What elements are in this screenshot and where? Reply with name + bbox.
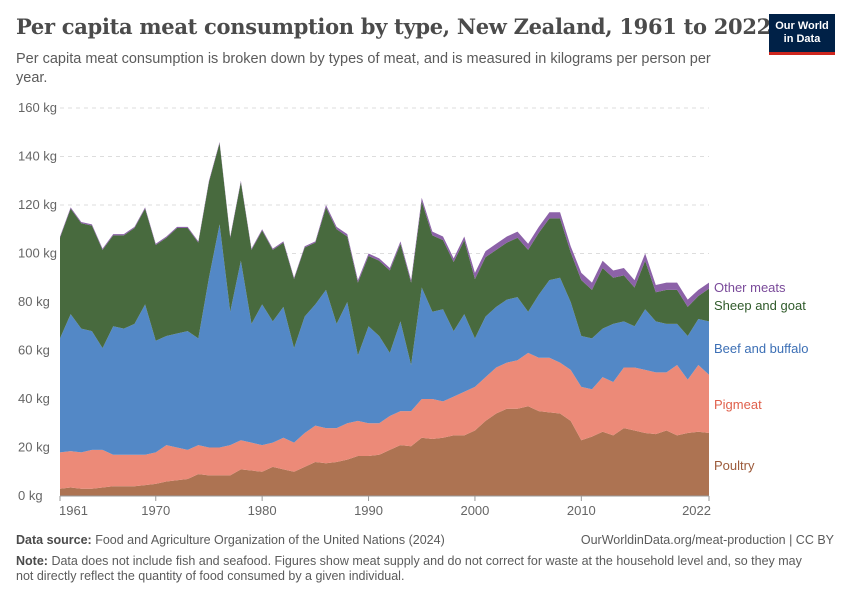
legend-label: Poultry bbox=[714, 458, 755, 473]
y-tick-label: 160 kg bbox=[18, 100, 57, 115]
x-tick-label: 1961 bbox=[59, 503, 88, 518]
note-label: Note: bbox=[16, 554, 48, 568]
chart-title: Per capita meat consumption by type, New… bbox=[16, 14, 771, 39]
y-tick-label: 0 kg bbox=[18, 488, 43, 503]
y-tick-label: 40 kg bbox=[18, 391, 50, 406]
logo-line1: Our World bbox=[775, 20, 829, 32]
note-text: Data does not include fish and seafood. … bbox=[16, 554, 802, 583]
x-tick-label: 2010 bbox=[567, 503, 596, 518]
x-tick-label: 2022 bbox=[682, 503, 711, 518]
legend-label: Other meats bbox=[714, 280, 786, 295]
y-tick-label: 80 kg bbox=[18, 294, 50, 309]
area-poultry bbox=[60, 406, 709, 496]
x-tick-label: 1990 bbox=[354, 503, 383, 518]
chart-subtitle: Per capita meat consumption is broken do… bbox=[16, 51, 711, 86]
x-tick-label: 2000 bbox=[460, 503, 489, 518]
source-text: Food and Agriculture Organization of the… bbox=[95, 533, 445, 547]
note: Note: Data does not include fish and sea… bbox=[16, 554, 806, 584]
x-tick-label: 1970 bbox=[141, 503, 170, 518]
x-tick-label: 1980 bbox=[248, 503, 277, 518]
data-source: Data source: Food and Agriculture Organi… bbox=[16, 533, 445, 547]
y-tick-label: 100 kg bbox=[18, 246, 57, 261]
owid-logo[interactable]: Our World in Data bbox=[769, 14, 835, 55]
legend-label: Sheep and goat bbox=[714, 298, 806, 313]
y-tick-label: 140 kg bbox=[18, 149, 57, 164]
source-url[interactable]: OurWorldinData.org/meat-production | CC … bbox=[580, 533, 834, 547]
y-tick-label: 60 kg bbox=[18, 343, 50, 358]
source-label: Data source: bbox=[16, 533, 92, 547]
area-sheep-and-goat bbox=[60, 143, 709, 366]
area-beef-and-buffalo bbox=[60, 224, 709, 455]
logo-line2: in Data bbox=[783, 33, 821, 45]
y-tick-label: 120 kg bbox=[18, 197, 57, 212]
legend-label: Pigmeat bbox=[714, 397, 762, 412]
legend-label: Beef and buffalo bbox=[714, 341, 808, 356]
area-pigmeat bbox=[60, 352, 709, 489]
y-tick-label: 20 kg bbox=[18, 440, 50, 455]
